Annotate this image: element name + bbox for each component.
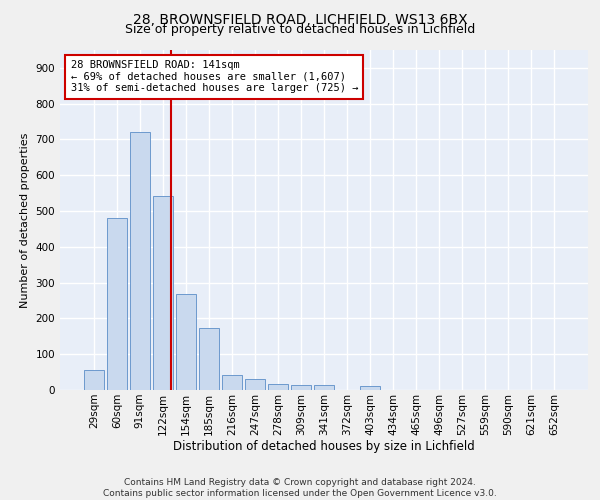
Bar	[245, 378, 265, 390]
X-axis label: Distribution of detached houses by size in Lichfield: Distribution of detached houses by size …	[173, 440, 475, 454]
Bar	[84, 370, 104, 390]
Bar	[268, 384, 288, 390]
Bar	[130, 132, 149, 390]
Bar	[176, 294, 196, 390]
Text: Contains HM Land Registry data © Crown copyright and database right 2024.
Contai: Contains HM Land Registry data © Crown c…	[103, 478, 497, 498]
Bar	[222, 374, 242, 390]
Y-axis label: Number of detached properties: Number of detached properties	[20, 132, 30, 308]
Bar	[314, 386, 334, 390]
Text: 28 BROWNSFIELD ROAD: 141sqm
← 69% of detached houses are smaller (1,607)
31% of : 28 BROWNSFIELD ROAD: 141sqm ← 69% of det…	[71, 60, 358, 94]
Bar	[360, 386, 380, 390]
Text: 28, BROWNSFIELD ROAD, LICHFIELD, WS13 6BX: 28, BROWNSFIELD ROAD, LICHFIELD, WS13 6B…	[133, 12, 467, 26]
Text: Size of property relative to detached houses in Lichfield: Size of property relative to detached ho…	[125, 22, 475, 36]
Bar	[107, 218, 127, 390]
Bar	[291, 385, 311, 390]
Bar	[199, 328, 218, 390]
Bar	[153, 196, 173, 390]
